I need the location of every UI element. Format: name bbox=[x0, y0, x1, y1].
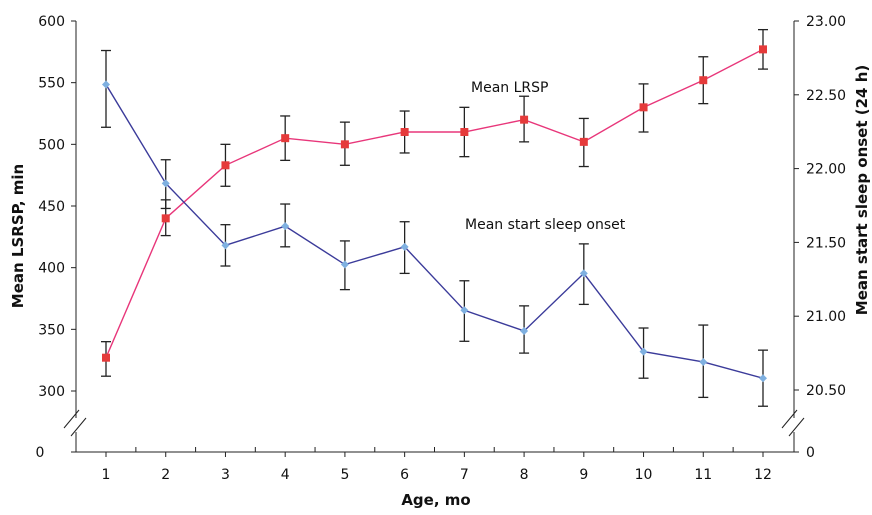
data-point bbox=[102, 80, 110, 89]
data-point bbox=[639, 103, 648, 112]
x-axis-tick-label: 7 bbox=[460, 467, 469, 483]
right-axis-break-mark bbox=[788, 417, 805, 437]
right-axis-zero-label: 0 bbox=[806, 445, 815, 461]
x-axis-tick-label: 4 bbox=[281, 467, 290, 483]
data-point bbox=[161, 214, 170, 223]
data-point bbox=[520, 115, 529, 124]
data-point bbox=[340, 140, 349, 149]
left-axis-tick-label: 500 bbox=[38, 137, 65, 153]
data-point bbox=[579, 269, 588, 278]
data-point bbox=[221, 161, 230, 170]
data-point bbox=[400, 242, 409, 251]
x-axis-tick-label: 9 bbox=[579, 467, 588, 483]
left-axis-tick-label: 450 bbox=[38, 199, 65, 215]
data-point bbox=[161, 179, 170, 188]
right-axis-tick-label: 22.50 bbox=[806, 88, 846, 104]
right-axis-title: Mean start sleep onset (24 h) bbox=[853, 65, 871, 315]
series-line-lrsp bbox=[105, 48, 764, 358]
data-point bbox=[102, 353, 110, 362]
left-axis-tick-label: 400 bbox=[38, 261, 65, 277]
left-axis-tick-label: 350 bbox=[38, 322, 65, 338]
series-line-sleep-onset bbox=[105, 84, 764, 379]
x-axis-tick-label: 10 bbox=[635, 467, 653, 483]
data-point bbox=[340, 260, 349, 269]
data-point bbox=[460, 306, 469, 315]
left-axis-zero-label: 0 bbox=[36, 445, 45, 461]
data-point bbox=[460, 128, 469, 136]
data-point bbox=[281, 134, 290, 143]
right-axis-break-mark bbox=[781, 409, 798, 429]
data-point bbox=[699, 76, 708, 85]
x-axis-tick-label: 12 bbox=[754, 467, 772, 483]
right-axis-tick-label: 22.00 bbox=[806, 162, 846, 178]
data-point bbox=[281, 222, 290, 231]
right-axis-tick-label: 20.50 bbox=[806, 383, 846, 399]
x-axis-tick-label: 6 bbox=[400, 467, 409, 483]
right-axis-tick-label: 21.00 bbox=[806, 309, 846, 325]
left-axis-tick-label: 600 bbox=[38, 14, 65, 30]
x-axis-tick-label: 11 bbox=[694, 467, 712, 483]
x-axis-tick-label: 3 bbox=[221, 467, 230, 483]
x-axis-tick-label: 1 bbox=[102, 467, 111, 483]
data-point bbox=[759, 374, 767, 383]
data-point bbox=[221, 241, 230, 250]
series-label: Mean LRSP bbox=[471, 80, 548, 96]
left-axis-tick-label: 550 bbox=[38, 76, 65, 92]
left-axis-break-mark bbox=[70, 417, 87, 437]
x-axis-tick-label: 8 bbox=[520, 467, 529, 483]
data-point bbox=[759, 45, 767, 54]
x-axis-tick-label: 5 bbox=[340, 467, 349, 483]
data-point bbox=[520, 326, 529, 335]
right-axis-tick-label: 23.00 bbox=[806, 14, 846, 30]
left-axis-break-mark bbox=[63, 409, 80, 429]
left-axis-title: Mean LSRSP, min bbox=[9, 164, 27, 308]
left-axis-tick-label: 300 bbox=[38, 384, 65, 400]
data-point bbox=[639, 347, 648, 356]
right-axis-tick-label: 21.50 bbox=[806, 235, 846, 251]
data-point bbox=[400, 128, 409, 136]
data-point bbox=[579, 137, 588, 146]
x-axis-title: Age, mo bbox=[401, 491, 470, 509]
x-axis-tick-label: 2 bbox=[161, 467, 170, 483]
data-point bbox=[699, 357, 708, 366]
series-label: Mean start sleep onset bbox=[465, 217, 626, 233]
